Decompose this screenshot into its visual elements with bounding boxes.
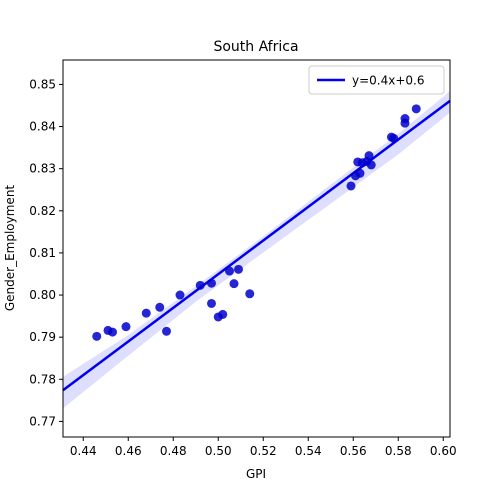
y-tick-label: 0.77 <box>29 414 56 428</box>
scatter-points-group <box>92 104 421 341</box>
x-tick-label: 0.54 <box>295 444 322 458</box>
scatter-point <box>121 322 131 332</box>
x-tick-label: 0.60 <box>430 444 457 458</box>
y-tick-label: 0.84 <box>29 120 56 134</box>
plot-frame <box>62 59 451 438</box>
x-tick-label: 0.44 <box>70 444 97 458</box>
scatter-point <box>195 280 205 290</box>
scatter-point <box>162 326 171 336</box>
y-axis: 0.77 0.78 0.79 0.80 0.81 0.82 0.83 0.84 0.85 <box>29 77 63 428</box>
y-tick-label: 0.83 <box>29 162 56 176</box>
scatter-point <box>175 290 185 300</box>
scatter-point <box>346 181 356 191</box>
legend-entry-label: y=0.4x+0.6 <box>352 74 424 88</box>
regression-line-group <box>62 99 451 392</box>
y-axis-label: Gender_Employment <box>3 185 17 312</box>
scatter-point <box>92 331 102 341</box>
scatter-point <box>389 133 399 143</box>
x-axis-label: GPI <box>246 467 266 481</box>
scatter-point <box>366 160 376 170</box>
scatter-point <box>207 278 216 288</box>
plot-area <box>62 59 451 438</box>
scatter-point <box>108 327 117 337</box>
scatter-point <box>234 264 243 274</box>
chart-title: South Africa <box>213 39 298 55</box>
scatter-point <box>225 266 234 276</box>
scatter-point <box>400 114 410 124</box>
scatter-point <box>141 308 151 318</box>
confidence-band-group <box>63 91 450 409</box>
scatter-point <box>155 302 165 312</box>
x-tick-label: 0.56 <box>340 444 367 458</box>
regression-line <box>62 99 451 392</box>
x-tick-label: 0.50 <box>205 444 232 458</box>
scatter-point <box>229 279 239 289</box>
regression-confidence-band <box>63 91 450 409</box>
legend-box <box>308 65 445 95</box>
scatter-point <box>218 309 228 319</box>
y-tick-label: 0.85 <box>29 77 56 91</box>
y-tick-label: 0.81 <box>29 246 56 260</box>
scatter-point <box>364 151 374 161</box>
x-tick-label: 0.46 <box>115 444 142 458</box>
y-tick-label: 0.80 <box>29 288 56 302</box>
scatter-point <box>355 168 365 178</box>
y-tick-label: 0.82 <box>29 204 56 218</box>
legend: y=0.4x+0.6 <box>308 65 445 95</box>
x-tick-label: 0.52 <box>250 444 277 458</box>
x-tick-label: 0.48 <box>160 444 187 458</box>
scatter-point <box>411 104 421 114</box>
x-axis: 0.44 0.46 0.48 0.50 0.52 0.54 0.56 0.58 0.60 <box>70 437 457 458</box>
scatter-point <box>207 298 216 308</box>
y-tick-label: 0.79 <box>29 330 56 344</box>
scatter-point <box>245 289 255 299</box>
x-tick-label: 0.58 <box>385 444 412 458</box>
y-tick-label: 0.78 <box>29 372 56 386</box>
